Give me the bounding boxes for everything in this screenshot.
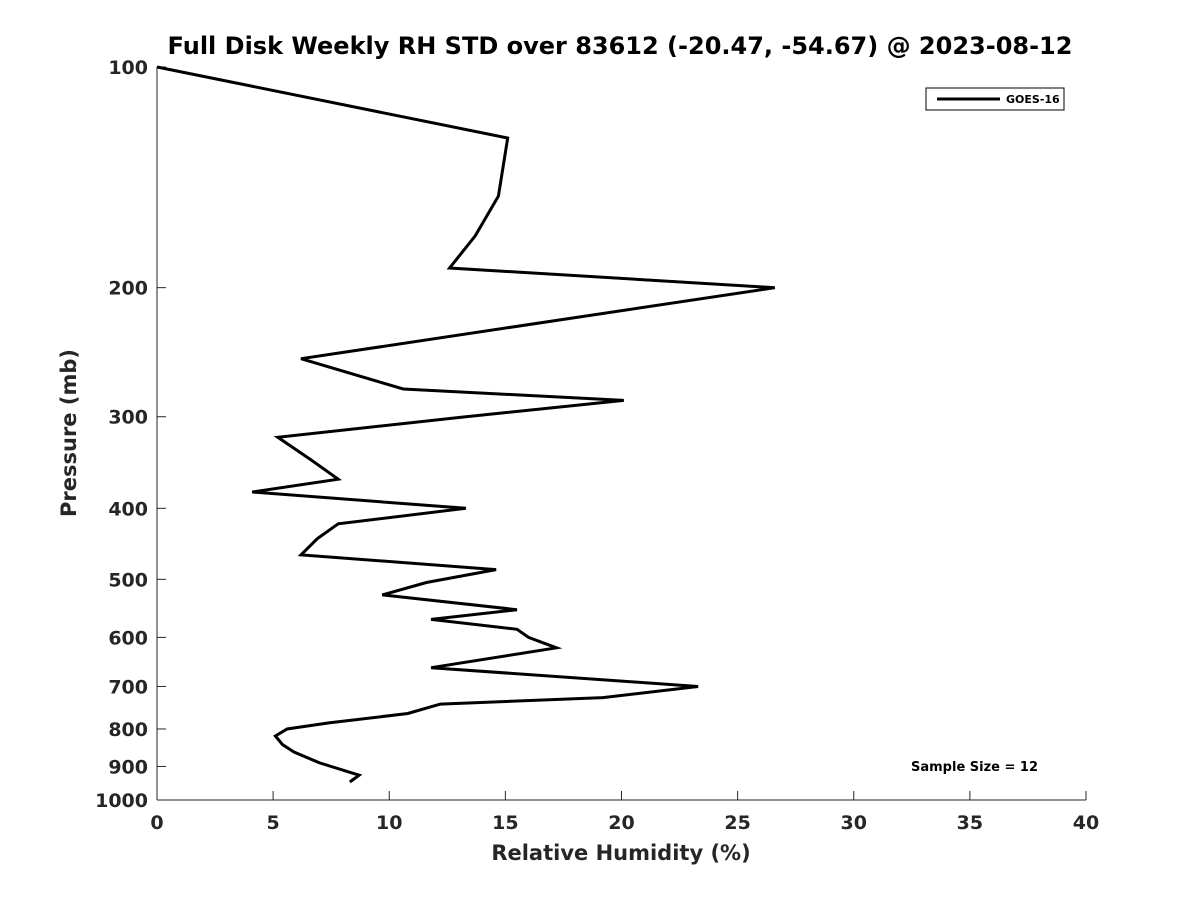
- x-tick-label: 40: [1073, 812, 1099, 834]
- x-tick-label: 25: [724, 812, 750, 834]
- chart-title: Full Disk Weekly RH STD over 83612 (-20.…: [168, 32, 1073, 60]
- y-tick-label: 700: [108, 676, 148, 698]
- y-tick-label: 300: [108, 407, 148, 429]
- x-tick-label: 0: [150, 812, 163, 834]
- y-tick-label: 200: [108, 278, 148, 300]
- x-tick-label: 30: [841, 812, 867, 834]
- legend: GOES-16: [925, 87, 1065, 111]
- sample-size-annotation: Sample Size = 12: [911, 760, 1038, 775]
- legend-label-goes-16: GOES-16: [1006, 93, 1060, 106]
- y-tick-label: 500: [108, 569, 148, 591]
- series-line-goes-16: [156, 65, 776, 784]
- series-layer: [156, 65, 776, 784]
- y-tick-label: 800: [108, 719, 148, 741]
- x-tick-label: 5: [267, 812, 280, 834]
- x-axis-label: Relative Humidity (%): [491, 841, 750, 865]
- x-axis-ticks: 0 5 10 15 20 25 30 35 40: [150, 791, 1099, 834]
- x-tick-label: 15: [492, 812, 518, 834]
- x-tick-label: 10: [376, 812, 402, 834]
- y-tick-label: 600: [108, 627, 148, 649]
- x-tick-label: 35: [957, 812, 983, 834]
- y-tick-label: 400: [108, 498, 148, 520]
- y-axis-label: Pressure (mb): [57, 349, 81, 517]
- y-tick-label: 900: [108, 756, 148, 778]
- y-tick-label: 100: [108, 57, 148, 79]
- x-tick-label: 20: [608, 812, 634, 834]
- y-tick-label: 1000: [95, 790, 148, 812]
- y-axis-ticks: 100 200 300 400 500 600 700 800 900 1000: [95, 57, 166, 812]
